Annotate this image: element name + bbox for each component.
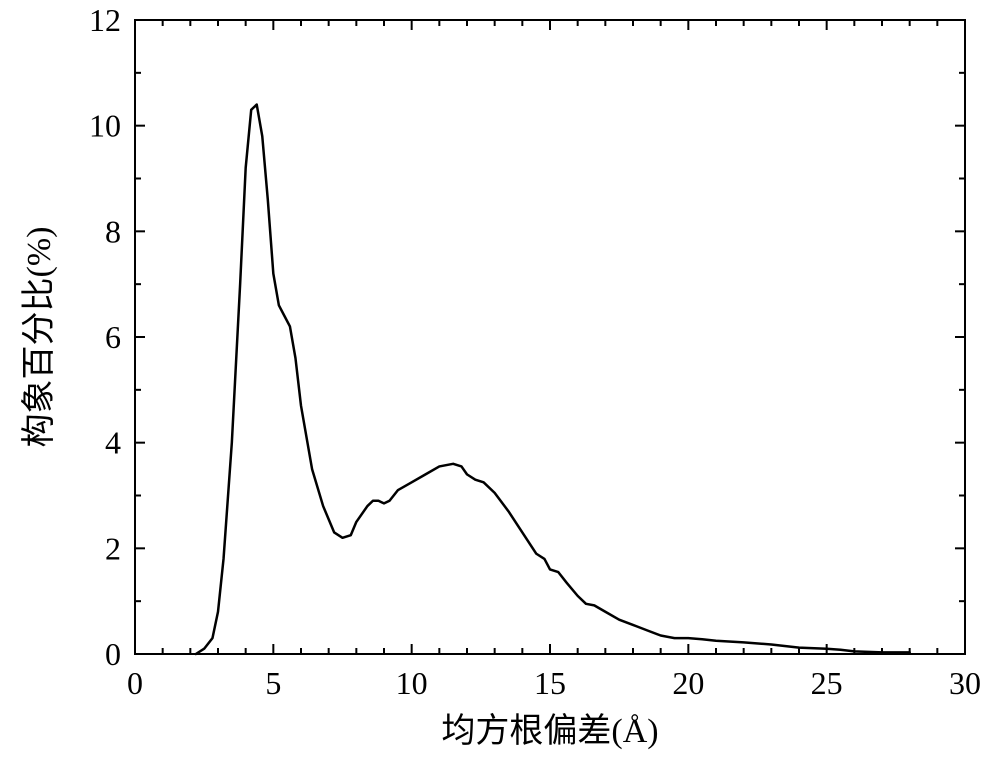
x-tick-label: 25 (811, 665, 843, 701)
x-tick-label: 20 (672, 665, 704, 701)
chart-svg: 0 5 10 15 20 25 30 0 2 4 6 8 10 12 均方根偏差(Å) 构象百分比(%) (0, 0, 1000, 769)
x-tick-label: 30 (949, 665, 981, 701)
y-tick-label: 4 (105, 425, 121, 461)
x-tick-label: 15 (534, 665, 566, 701)
x-tick-label: 10 (396, 665, 428, 701)
y-tick-label: 10 (89, 108, 121, 144)
rmsd-distribution-chart: 0 5 10 15 20 25 30 0 2 4 6 8 10 12 均方根偏差(Å) 构象百分比(%) (0, 0, 1000, 769)
x-tick-label: 0 (127, 665, 143, 701)
x-axis-label: 均方根偏差(Å) (441, 712, 658, 750)
y-tick-label: 12 (89, 2, 121, 38)
x-tick-label: 5 (265, 665, 281, 701)
y-tick-label: 6 (105, 319, 121, 355)
y-tick-label: 0 (105, 636, 121, 672)
y-axis-label: 构象百分比(%) (20, 227, 58, 448)
y-tick-label: 2 (105, 530, 121, 566)
y-tick-label: 8 (105, 213, 121, 249)
